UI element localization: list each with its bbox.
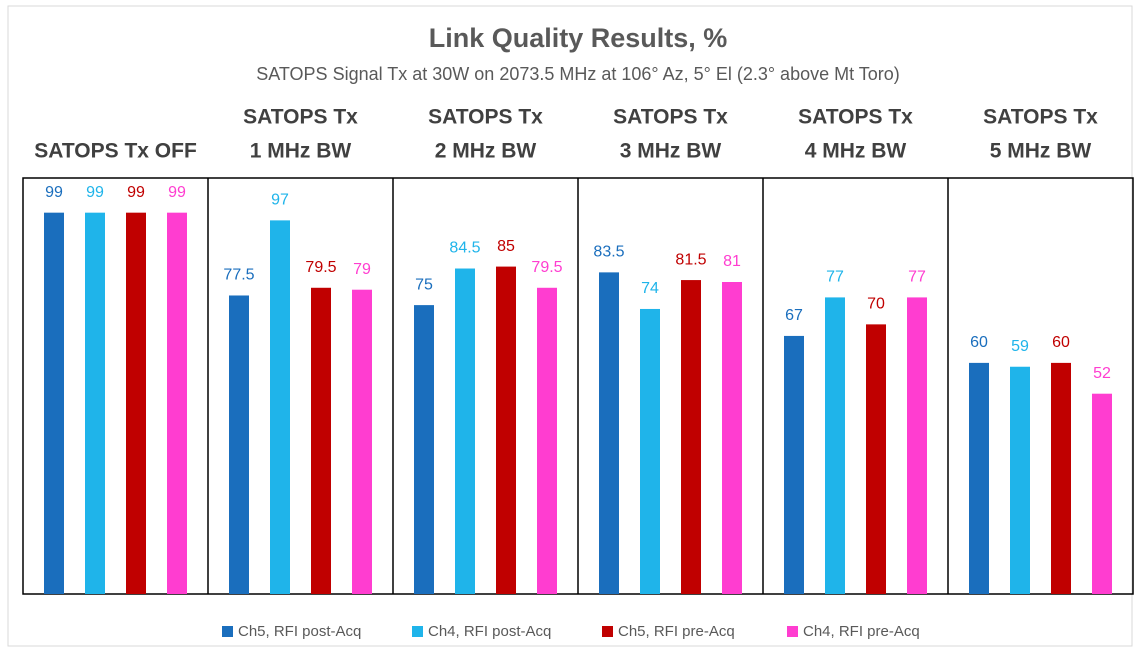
bar — [1010, 366, 1030, 594]
chart-title: Link Quality Results, % — [429, 23, 728, 53]
bar — [722, 282, 742, 594]
value-label: 67 — [785, 307, 803, 324]
value-label: 85 — [497, 238, 515, 255]
bar — [85, 212, 105, 594]
category-label: 3 MHz BW — [620, 140, 722, 163]
legend-label: Ch4, RFI pre-Acq — [803, 623, 920, 640]
bar — [167, 212, 187, 594]
category-label: 1 MHz BW — [250, 140, 352, 163]
value-label: 77 — [826, 269, 844, 286]
value-label: 75 — [415, 276, 433, 293]
value-label: 99 — [45, 184, 63, 201]
bar — [229, 295, 249, 594]
bar — [866, 324, 886, 594]
bar — [640, 308, 660, 594]
bar — [311, 287, 331, 594]
legend-swatch — [787, 626, 798, 637]
bar — [599, 272, 619, 594]
bar — [537, 287, 557, 594]
value-label: 59 — [1011, 338, 1029, 355]
category-label: SATOPS Tx — [983, 106, 1098, 129]
value-label: 77.5 — [223, 267, 254, 284]
value-label: 77 — [908, 269, 926, 286]
category-label: SATOPS Tx — [428, 106, 543, 129]
value-label: 81 — [723, 253, 741, 270]
value-label: 84.5 — [449, 240, 480, 257]
bar — [784, 335, 804, 594]
bar — [44, 212, 64, 594]
bar — [126, 212, 146, 594]
bar — [969, 362, 989, 594]
category-label: 4 MHz BW — [805, 140, 907, 163]
bar — [414, 305, 434, 594]
value-label: 99 — [86, 184, 104, 201]
category-label: 5 MHz BW — [990, 140, 1092, 163]
legend-label: Ch5, RFI pre-Acq — [618, 623, 735, 640]
legend-swatch — [222, 626, 233, 637]
bar — [455, 268, 475, 594]
value-label: 79 — [353, 261, 371, 278]
category-label: SATOPS Tx OFF — [34, 140, 197, 163]
value-label: 79.5 — [305, 259, 336, 276]
bar — [907, 297, 927, 594]
legend-label: Ch4, RFI post-Acq — [428, 623, 551, 640]
value-label: 60 — [970, 334, 988, 351]
value-label: 60 — [1052, 334, 1070, 351]
value-label: 97 — [271, 192, 289, 209]
legend-swatch — [602, 626, 613, 637]
bar — [1092, 393, 1112, 594]
value-label: 79.5 — [531, 259, 562, 276]
legend-label: Ch5, RFI post-Acq — [238, 623, 361, 640]
bar — [1051, 362, 1071, 594]
value-label: 81.5 — [675, 251, 706, 268]
legend-swatch — [412, 626, 423, 637]
bar — [496, 266, 516, 594]
value-label: 99 — [127, 184, 145, 201]
value-label: 52 — [1093, 365, 1111, 382]
bar — [681, 280, 701, 594]
category-label: SATOPS Tx — [798, 106, 913, 129]
bar — [825, 297, 845, 594]
category-label: SATOPS Tx — [613, 106, 728, 129]
value-label: 74 — [641, 280, 659, 297]
value-label: 70 — [867, 296, 885, 313]
value-label: 99 — [168, 184, 186, 201]
category-label: SATOPS Tx — [243, 106, 358, 129]
chart-subtitle: SATOPS Signal Tx at 30W on 2073.5 MHz at… — [256, 64, 900, 84]
bar — [352, 289, 372, 594]
chart-frame — [7, 5, 1133, 647]
value-label: 83.5 — [593, 244, 624, 261]
category-label: 2 MHz BW — [435, 140, 537, 163]
bar — [270, 220, 290, 595]
